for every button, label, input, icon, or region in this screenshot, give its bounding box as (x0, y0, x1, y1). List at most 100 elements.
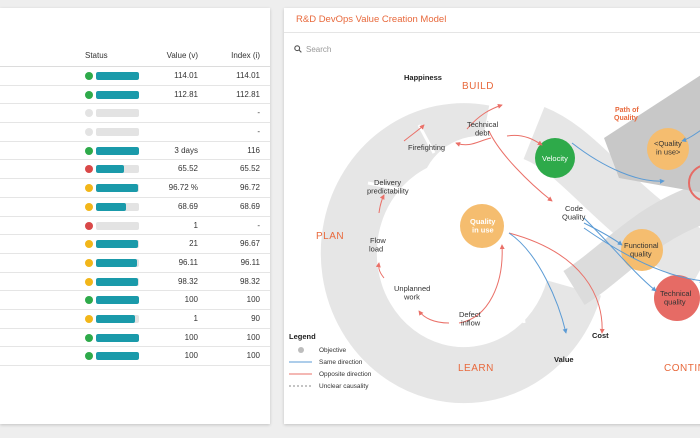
value-cell: 65.52 (177, 164, 198, 174)
status-dot-icon (85, 314, 93, 323)
quality-in-use-label: Quality in use (470, 217, 498, 235)
table-row[interactable]: 100 100 (0, 291, 270, 310)
status-dot-icon (85, 277, 93, 286)
status-dot-icon (85, 202, 93, 211)
index-cell: 96.72 (239, 183, 260, 193)
table-row[interactable]: 65.52 65.52 (0, 160, 270, 180)
panel-title: R&D DevOps Value Creation Model (296, 14, 447, 25)
value-cell: 3 days (174, 145, 198, 155)
table-row[interactable]: 68.69 68.69 (0, 198, 270, 217)
value-cell: 98.32 (177, 276, 198, 286)
flow-load-label: Flow load (369, 236, 388, 254)
legend-objective-icon (298, 347, 304, 353)
table-row[interactable]: 100 100 (0, 347, 270, 366)
table-body: 114.01 114.01 112.81 112.81 - - 3 days 116 65.52… (0, 67, 270, 366)
cost-label: Cost (592, 331, 609, 340)
index-cell: - (257, 108, 260, 118)
status-bar (96, 202, 139, 211)
value-cell: 96.72 % (168, 183, 198, 193)
index-cell: 100 (246, 295, 260, 305)
status-bar-fill (96, 333, 139, 342)
status-dot-icon (85, 72, 93, 80)
status-bar-fill (96, 277, 139, 286)
table-row[interactable]: 21 96.67 (0, 235, 270, 254)
index-cell: 116 (247, 145, 260, 155)
status-bar-fill (96, 202, 126, 211)
phase-learn-label: LEARN (458, 363, 494, 374)
legend-objective: Objective (319, 347, 346, 354)
velocity-node[interactable] (535, 138, 575, 178)
table-row[interactable]: 100 100 (0, 329, 270, 348)
phase-build-label: BUILD (462, 81, 494, 92)
status-bar (96, 258, 139, 267)
index-cell: - (257, 220, 260, 230)
status-bar (96, 128, 139, 137)
same-direction-arrows (508, 130, 700, 334)
status-bar (96, 90, 139, 99)
table-row[interactable]: 1 90 (0, 310, 270, 329)
defect-inflow-label: Defect inflow (459, 310, 483, 328)
column-header-value[interactable]: Value (v) (166, 51, 198, 60)
value-cell: 100 (184, 351, 198, 361)
metrics-table-panel: Status Value (v) Index (i) 114.01 114.01 1… (0, 8, 270, 424)
quality-in-use-right-node[interactable] (647, 128, 689, 170)
value-cell: 112.81 (174, 89, 198, 99)
index-cell: 98.32 (239, 276, 260, 286)
status-bar-fill (96, 296, 139, 305)
functional-quality-label: Functional quality (624, 241, 661, 259)
status-bar-fill (96, 90, 139, 99)
column-header-status[interactable]: Status (85, 51, 108, 60)
status-bar-fill (96, 240, 138, 249)
status-dot-icon (85, 333, 93, 342)
technical-quality-node[interactable] (654, 275, 700, 321)
value-cell: 68.69 (177, 201, 198, 211)
status-dot-icon (85, 258, 93, 267)
status-bar-fill (96, 165, 125, 174)
column-header-index[interactable]: Index (i) (231, 51, 260, 60)
table-row[interactable]: 96.72 % 96.72 (0, 179, 270, 198)
index-cell: 114.01 (236, 71, 260, 80)
status-bar-fill (96, 184, 138, 193)
table-row[interactable]: 114.01 114.01 (0, 67, 270, 86)
table-row[interactable]: 96.11 96.11 (0, 254, 270, 273)
quality-in-use-node[interactable] (460, 204, 504, 248)
value-label: Value (554, 355, 574, 364)
status-bar (96, 165, 139, 174)
legend-same-direction: Same direction (319, 359, 363, 366)
happiness-label: Happiness (404, 73, 442, 82)
status-dot-icon (85, 90, 93, 99)
table-row[interactable]: 98.32 98.32 (0, 273, 270, 292)
status-bar (96, 333, 139, 342)
status-dot-icon (85, 184, 93, 193)
status-bar (96, 314, 139, 323)
value-cell: 96.11 (178, 257, 198, 267)
functional-quality-node[interactable] (621, 229, 663, 271)
status-bar-fill (96, 72, 139, 80)
value-cell: 100 (184, 332, 198, 342)
index-cell: 68.69 (239, 201, 260, 211)
search-icon (294, 45, 302, 53)
status-bar (96, 72, 139, 80)
status-bar (96, 184, 139, 193)
search-input[interactable] (306, 44, 426, 54)
phase-continue-label: CONTIN (664, 363, 700, 374)
value-cell: 100 (184, 295, 198, 305)
status-bar (96, 240, 139, 249)
status-bar-fill (96, 314, 135, 323)
phase-plan-label: PLAN (316, 231, 344, 242)
value-creation-diagram: Happiness Technical debt Firefighting Ve… (289, 73, 700, 404)
table-row[interactable]: 3 days 116 (0, 142, 270, 161)
search-box[interactable] (294, 42, 426, 56)
legend-unclear-causality: Unclear causality (319, 383, 369, 390)
status-bar (96, 277, 139, 286)
table-row[interactable]: 1- (0, 217, 270, 236)
status-dot-icon (85, 352, 93, 361)
table-row[interactable]: 112.81 112.81 (0, 86, 270, 105)
velocity-label: Velocity (542, 154, 568, 163)
index-cell: 100 (246, 351, 260, 361)
status-bar-fill (96, 258, 138, 267)
left-loop-band (320, 103, 601, 404)
table-row[interactable]: - (0, 104, 270, 124)
table-row[interactable]: - (0, 123, 270, 142)
legend-title: Legend (289, 332, 316, 341)
